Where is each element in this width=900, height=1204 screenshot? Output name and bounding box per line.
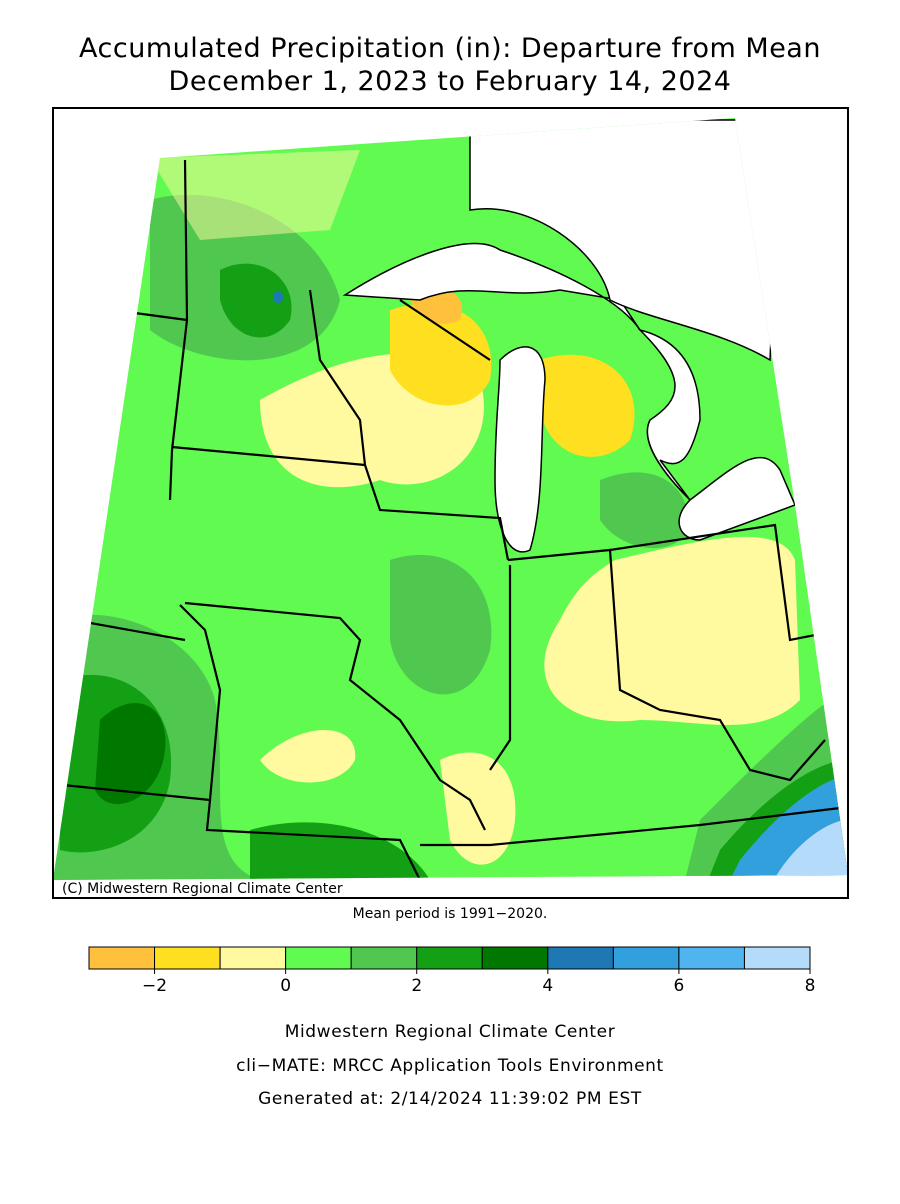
- footer-line: Generated at: 2/14/2024 11:39:02 PM EST: [258, 1089, 642, 1109]
- colorbar-box: [481, 946, 549, 970]
- colorbar-box: [678, 946, 745, 970]
- colorbar-box: [743, 946, 811, 970]
- mean-period-note: Mean period is 1991−2020.: [353, 906, 548, 922]
- colorbar-box: [154, 946, 221, 970]
- colorbar-tick-label: 0: [280, 976, 291, 996]
- copyright-box: [54, 880, 336, 897]
- colorbar-box: [219, 946, 287, 970]
- title-line: December 1, 2023 to February 14, 2024: [169, 66, 732, 97]
- title-line: Accumulated Precipitation (in): Departur…: [79, 33, 821, 64]
- colorbar-box: [285, 946, 352, 970]
- footer-line: cli−MATE: MRCC Application Tools Environ…: [236, 1056, 664, 1076]
- colorbar-box: [88, 946, 156, 970]
- colorbar-tick-label: 8: [805, 976, 816, 996]
- colorbar-box: [612, 946, 680, 970]
- map: [53, 118, 848, 880]
- colorbar-box: [547, 946, 614, 970]
- colorbar-tick-label: 4: [542, 976, 553, 996]
- precip-field: [53, 118, 848, 880]
- map-frame: [52, 107, 849, 899]
- colorbar-tick-label: 2: [411, 976, 422, 996]
- colorbar-tick-label: −2: [142, 976, 167, 996]
- colorbar-tick-label: 6: [673, 976, 684, 996]
- colorbar: −2 0 2 4 6 8: [88, 946, 816, 996]
- copyright: (C) Midwestern Regional Climate Center: [62, 881, 343, 897]
- footer-line: Midwestern Regional Climate Center: [285, 1022, 616, 1042]
- colorbar-box: [350, 946, 418, 970]
- colorbar-box: [416, 946, 483, 970]
